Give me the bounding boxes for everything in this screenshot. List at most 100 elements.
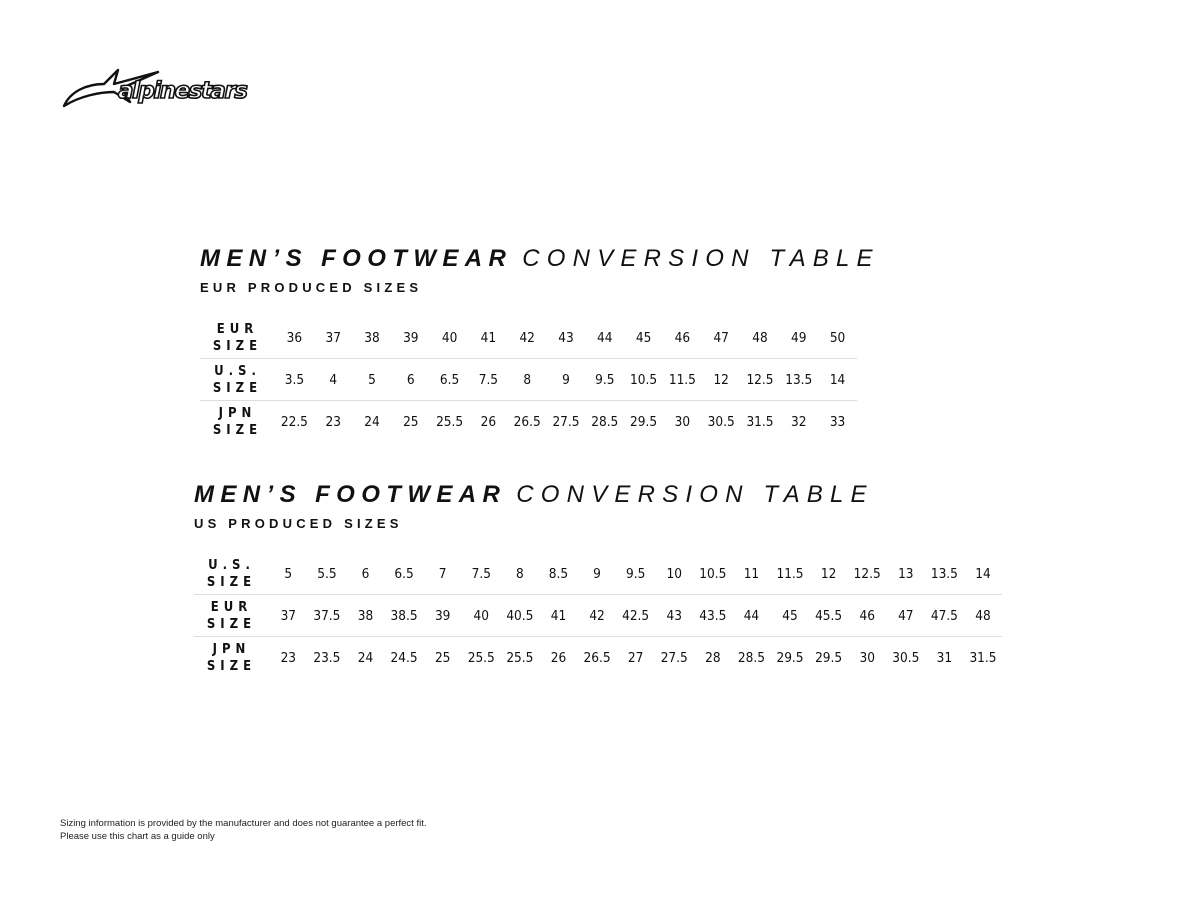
size-cell: 29.5 xyxy=(624,400,663,442)
size-cell: 47 xyxy=(886,594,926,637)
size-cell: 11.5 xyxy=(776,565,804,582)
size-cell: 30.5 xyxy=(701,400,741,442)
size-cell: 39 xyxy=(403,329,419,346)
size-cell: 43.5 xyxy=(693,594,733,637)
title-light: CONVERSION TABLE xyxy=(522,245,880,272)
size-cell: 27.5 xyxy=(546,400,586,442)
size-cell: 24 xyxy=(352,400,392,442)
size-cell: 37 xyxy=(325,329,341,346)
size-cell: 32 xyxy=(779,400,819,442)
title-bold: MEN’S FOOTWEAR xyxy=(194,481,507,508)
size-cell: 10.5 xyxy=(624,358,663,401)
size-cell: 9 xyxy=(546,358,586,401)
table-1-subtitle: EUR PRODUCED SIZES xyxy=(200,280,423,295)
size-cell: 3.5 xyxy=(275,358,314,401)
size-cell: 26.5 xyxy=(577,636,617,678)
size-cell: 45 xyxy=(635,329,652,346)
size-cell: 6 xyxy=(391,358,431,401)
size-cell: 31.5 xyxy=(740,400,780,442)
table-row: U.S. SIZE 5 5.5 6 6.5 7 7.5 8 8.5 9 9.5 10 10.5 11 11.5… xyxy=(194,553,1002,595)
size-cell: 9 xyxy=(593,565,601,582)
size-cell: 4 xyxy=(313,358,353,401)
size-cell: 36 xyxy=(286,329,303,346)
us-produced-size-table: U.S. SIZE 5 5.5 6 6.5 7 7.5 8 8.5 9 9.5 10 10.5 11 11.5… xyxy=(194,553,1003,678)
size-cell: 23.5 xyxy=(307,636,347,678)
logo-wordmark: alpinestars xyxy=(117,77,249,105)
table-row: JPN SIZE 23 23.5 24 24.5 25 25.5 25.5 26 26.5 27 27.… xyxy=(194,636,1003,678)
table-row: U.S. SIZE 3.5 4 5 6 6.5 7.5 8 9 9.5 10.5 11.5 12 12.5 1… xyxy=(200,358,857,401)
size-cell: 48 xyxy=(963,594,1003,637)
size-cell: 30.5 xyxy=(886,636,926,678)
eur-produced-size-table: EUR SIZE 36 37 38 39 40 41 42 43 44 45 46 47 48 49 50 U.S… xyxy=(200,317,857,442)
size-cell: 43 xyxy=(654,594,694,637)
disclaimer-line-1: Sizing information is provided by the ma… xyxy=(60,818,427,829)
size-cell: 27.5 xyxy=(654,636,694,678)
size-cell: 31 xyxy=(925,636,964,678)
size-cell: 22.5 xyxy=(275,400,314,442)
size-cell: 5.5 xyxy=(317,565,337,582)
size-cell: 49 xyxy=(791,329,807,346)
size-cell: 8 xyxy=(507,358,547,401)
size-cell: 30 xyxy=(847,636,887,678)
size-cell: 26.5 xyxy=(507,400,547,442)
size-cell: 46 xyxy=(674,329,691,346)
size-cell: 31.5 xyxy=(963,636,1003,678)
row-header: JPN SIZE xyxy=(200,400,275,442)
size-cell: 6.5 xyxy=(394,565,414,582)
size-cell: 42 xyxy=(577,594,617,637)
size-cell: 13 xyxy=(898,565,914,582)
size-cell: 7.5 xyxy=(468,358,508,401)
size-cell: 12 xyxy=(701,358,741,401)
size-cell: 25 xyxy=(423,636,462,678)
size-cell: 7.5 xyxy=(471,565,491,582)
size-cell: 37 xyxy=(269,594,308,637)
size-cell: 48 xyxy=(752,329,768,346)
size-cell: 38.5 xyxy=(384,594,424,637)
size-cell: 10 xyxy=(666,565,682,582)
size-cell: 33 xyxy=(818,400,857,442)
size-cell: 40 xyxy=(441,329,458,346)
size-cell: 9.5 xyxy=(625,565,646,582)
size-cell: 25.5 xyxy=(430,400,469,442)
table-row: EUR SIZE 36 37 38 39 40 41 42 43 44 45 46 47 48 49 50 xyxy=(200,317,857,359)
size-cell: 29.5 xyxy=(809,636,848,678)
size-cell: 23 xyxy=(269,636,308,678)
size-cell: 37.5 xyxy=(307,594,347,637)
size-cell: 5 xyxy=(352,358,392,401)
size-cell: 41 xyxy=(480,329,497,346)
size-cell: 12 xyxy=(820,565,837,582)
table-row: EUR SIZE 37 37.5 38 38.5 39 40 40.5 41 42 42.5 43 43.… xyxy=(194,594,1003,637)
size-cell: 13.5 xyxy=(779,358,819,401)
size-cell: 50 xyxy=(829,329,846,346)
title-bold: MEN’S FOOTWEAR xyxy=(200,245,513,272)
size-cell: 8.5 xyxy=(548,565,569,582)
size-cell: 38 xyxy=(346,594,385,637)
size-cell: 14 xyxy=(975,565,991,582)
disclaimer: Sizing information is provided by the ma… xyxy=(60,818,427,843)
size-cell: 11.5 xyxy=(662,358,702,401)
size-cell: 23 xyxy=(313,400,353,442)
size-cell: 29.5 xyxy=(770,636,810,678)
size-cell: 39 xyxy=(423,594,462,637)
row-header: U.S. SIZE xyxy=(200,358,275,401)
size-cell: 27 xyxy=(616,636,655,678)
table-2-subtitle: US PRODUCED SIZES xyxy=(194,516,403,531)
size-cell: 24.5 xyxy=(384,636,424,678)
size-cell: 11 xyxy=(743,565,760,582)
size-cell: 25 xyxy=(391,400,431,442)
astar-icon xyxy=(62,68,160,108)
size-cell: 25.5 xyxy=(500,636,540,678)
size-cell: 24 xyxy=(346,636,385,678)
size-cell: 9.5 xyxy=(585,358,625,401)
size-cell: 43 xyxy=(558,329,574,346)
size-cell: 47 xyxy=(713,329,729,346)
size-cell: 10.5 xyxy=(699,565,727,582)
size-cell: 45 xyxy=(770,594,810,637)
size-cell: 44 xyxy=(732,594,771,637)
row-header: EUR SIZE xyxy=(212,321,263,354)
size-cell: 7 xyxy=(438,565,447,582)
size-cell: 44 xyxy=(597,329,613,346)
size-cell: 42.5 xyxy=(616,594,655,637)
size-cell: 5 xyxy=(284,565,293,582)
size-cell: 45.5 xyxy=(809,594,848,637)
